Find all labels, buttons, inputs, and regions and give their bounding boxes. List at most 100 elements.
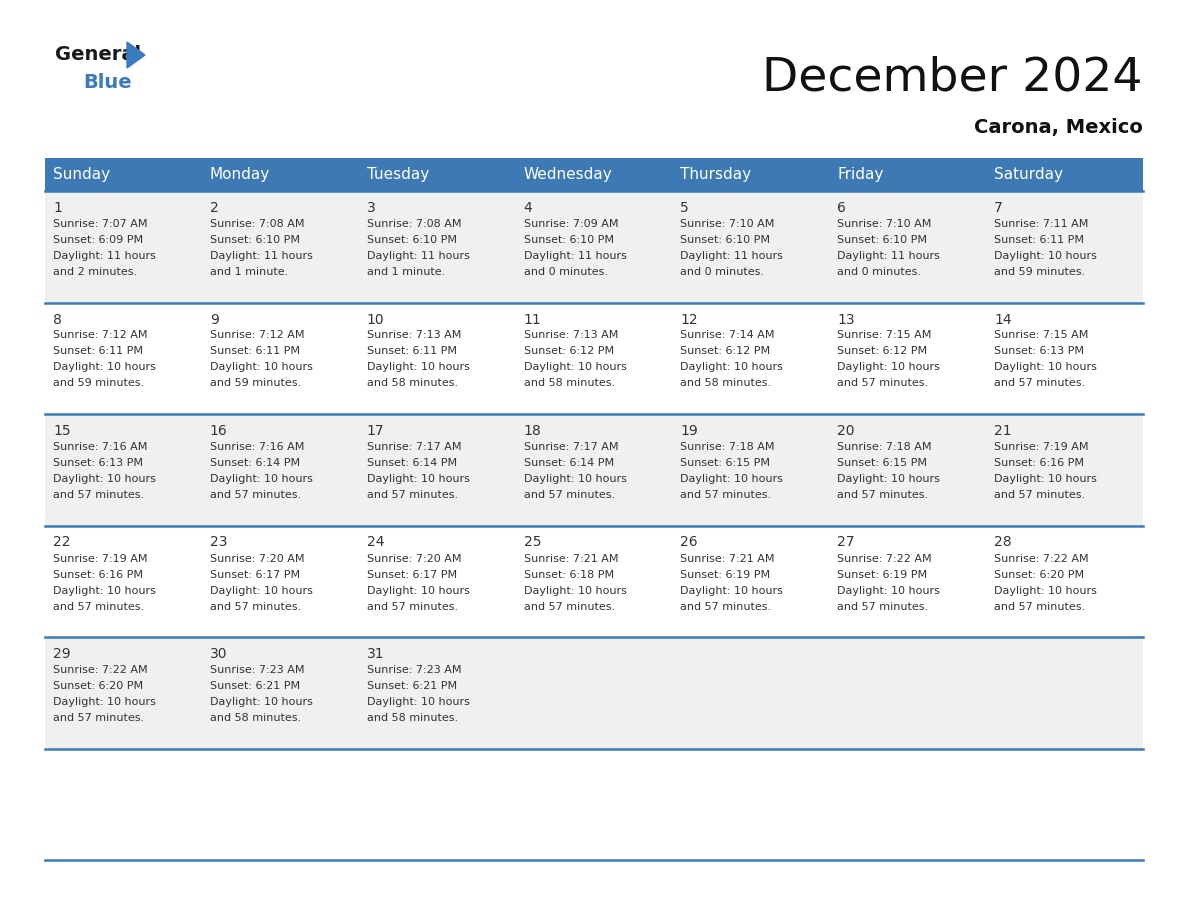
Text: 29: 29 bbox=[53, 647, 70, 661]
Text: and 2 minutes.: and 2 minutes. bbox=[53, 267, 137, 277]
Text: Daylight: 10 hours: Daylight: 10 hours bbox=[681, 474, 783, 484]
Text: Daylight: 11 hours: Daylight: 11 hours bbox=[524, 251, 626, 261]
Text: Daylight: 10 hours: Daylight: 10 hours bbox=[53, 697, 156, 707]
Text: and 57 minutes.: and 57 minutes. bbox=[994, 490, 1086, 500]
Text: 6: 6 bbox=[838, 201, 846, 215]
Bar bbox=[45, 637, 202, 748]
Text: Daylight: 10 hours: Daylight: 10 hours bbox=[210, 474, 312, 484]
Bar bbox=[516, 303, 672, 414]
Text: Sunrise: 7:20 AM: Sunrise: 7:20 AM bbox=[210, 554, 304, 564]
Text: and 59 minutes.: and 59 minutes. bbox=[210, 378, 301, 388]
Text: December 2024: December 2024 bbox=[763, 55, 1143, 100]
Text: Daylight: 10 hours: Daylight: 10 hours bbox=[838, 474, 940, 484]
Text: Sunrise: 7:17 AM: Sunrise: 7:17 AM bbox=[524, 442, 618, 452]
Text: Sunrise: 7:23 AM: Sunrise: 7:23 AM bbox=[210, 665, 304, 675]
Bar bbox=[202, 303, 359, 414]
Bar bbox=[829, 637, 986, 748]
Text: Daylight: 10 hours: Daylight: 10 hours bbox=[994, 474, 1097, 484]
Text: 19: 19 bbox=[681, 424, 699, 438]
Text: and 57 minutes.: and 57 minutes. bbox=[838, 490, 928, 500]
Text: Daylight: 10 hours: Daylight: 10 hours bbox=[53, 474, 156, 484]
Text: Sunrise: 7:15 AM: Sunrise: 7:15 AM bbox=[838, 330, 931, 341]
Text: 15: 15 bbox=[53, 424, 70, 438]
Text: Sunrise: 7:17 AM: Sunrise: 7:17 AM bbox=[367, 442, 461, 452]
Text: Daylight: 10 hours: Daylight: 10 hours bbox=[53, 363, 156, 373]
Text: Sunday: Sunday bbox=[53, 167, 110, 182]
Polygon shape bbox=[127, 42, 145, 68]
Text: Sunrise: 7:16 AM: Sunrise: 7:16 AM bbox=[53, 442, 147, 452]
Text: Sunset: 6:11 PM: Sunset: 6:11 PM bbox=[367, 346, 456, 356]
Text: Sunset: 6:16 PM: Sunset: 6:16 PM bbox=[994, 458, 1085, 468]
Text: Sunrise: 7:10 AM: Sunrise: 7:10 AM bbox=[681, 219, 775, 229]
Text: and 57 minutes.: and 57 minutes. bbox=[210, 601, 301, 611]
Text: and 1 minute.: and 1 minute. bbox=[367, 267, 446, 277]
Bar bbox=[986, 191, 1143, 303]
Text: Sunrise: 7:08 AM: Sunrise: 7:08 AM bbox=[210, 219, 304, 229]
Text: and 57 minutes.: and 57 minutes. bbox=[53, 490, 144, 500]
Text: Sunrise: 7:23 AM: Sunrise: 7:23 AM bbox=[367, 665, 461, 675]
Text: Sunrise: 7:09 AM: Sunrise: 7:09 AM bbox=[524, 219, 618, 229]
Text: and 57 minutes.: and 57 minutes. bbox=[367, 490, 457, 500]
Bar bbox=[516, 158, 672, 191]
Text: Daylight: 10 hours: Daylight: 10 hours bbox=[524, 474, 626, 484]
Bar bbox=[672, 525, 829, 637]
Text: Daylight: 11 hours: Daylight: 11 hours bbox=[367, 251, 469, 261]
Text: Sunrise: 7:12 AM: Sunrise: 7:12 AM bbox=[53, 330, 147, 341]
Bar bbox=[202, 748, 359, 860]
Text: Sunrise: 7:11 AM: Sunrise: 7:11 AM bbox=[994, 219, 1088, 229]
Text: Sunset: 6:21 PM: Sunset: 6:21 PM bbox=[367, 681, 457, 691]
Text: 26: 26 bbox=[681, 535, 699, 550]
Bar bbox=[829, 191, 986, 303]
Text: 22: 22 bbox=[53, 535, 70, 550]
Bar bbox=[202, 414, 359, 525]
Text: Sunset: 6:13 PM: Sunset: 6:13 PM bbox=[994, 346, 1085, 356]
Text: and 58 minutes.: and 58 minutes. bbox=[681, 378, 771, 388]
Text: Sunrise: 7:18 AM: Sunrise: 7:18 AM bbox=[681, 442, 775, 452]
Text: and 57 minutes.: and 57 minutes. bbox=[53, 713, 144, 723]
Text: Thursday: Thursday bbox=[681, 167, 752, 182]
Bar bbox=[516, 637, 672, 748]
Text: Sunset: 6:10 PM: Sunset: 6:10 PM bbox=[210, 235, 299, 245]
Text: Daylight: 10 hours: Daylight: 10 hours bbox=[524, 363, 626, 373]
Bar bbox=[672, 191, 829, 303]
Text: 3: 3 bbox=[367, 201, 375, 215]
Text: Daylight: 10 hours: Daylight: 10 hours bbox=[681, 363, 783, 373]
Text: 16: 16 bbox=[210, 424, 228, 438]
Bar bbox=[45, 748, 202, 860]
Text: Daylight: 11 hours: Daylight: 11 hours bbox=[838, 251, 940, 261]
Bar bbox=[829, 525, 986, 637]
Text: Daylight: 10 hours: Daylight: 10 hours bbox=[210, 697, 312, 707]
Text: Sunset: 6:14 PM: Sunset: 6:14 PM bbox=[210, 458, 301, 468]
Bar bbox=[986, 414, 1143, 525]
Text: Daylight: 10 hours: Daylight: 10 hours bbox=[53, 586, 156, 596]
Text: Sunrise: 7:14 AM: Sunrise: 7:14 AM bbox=[681, 330, 775, 341]
Text: Daylight: 10 hours: Daylight: 10 hours bbox=[838, 363, 940, 373]
Text: and 1 minute.: and 1 minute. bbox=[210, 267, 289, 277]
Text: Carona, Mexico: Carona, Mexico bbox=[974, 118, 1143, 138]
Bar bbox=[829, 158, 986, 191]
Text: Sunset: 6:12 PM: Sunset: 6:12 PM bbox=[838, 346, 928, 356]
Bar bbox=[359, 303, 516, 414]
Text: 8: 8 bbox=[53, 312, 62, 327]
Text: Daylight: 10 hours: Daylight: 10 hours bbox=[367, 697, 469, 707]
Text: 24: 24 bbox=[367, 535, 384, 550]
Text: Sunrise: 7:15 AM: Sunrise: 7:15 AM bbox=[994, 330, 1088, 341]
Text: 25: 25 bbox=[524, 535, 541, 550]
Bar bbox=[986, 303, 1143, 414]
Text: Sunrise: 7:19 AM: Sunrise: 7:19 AM bbox=[53, 554, 147, 564]
Text: 17: 17 bbox=[367, 424, 385, 438]
Text: Daylight: 10 hours: Daylight: 10 hours bbox=[524, 586, 626, 596]
Bar bbox=[516, 191, 672, 303]
Text: 31: 31 bbox=[367, 647, 385, 661]
Bar bbox=[202, 158, 359, 191]
Text: 7: 7 bbox=[994, 201, 1003, 215]
Text: Sunset: 6:10 PM: Sunset: 6:10 PM bbox=[367, 235, 456, 245]
Text: Sunrise: 7:10 AM: Sunrise: 7:10 AM bbox=[838, 219, 931, 229]
Bar bbox=[359, 158, 516, 191]
Bar bbox=[986, 525, 1143, 637]
Bar bbox=[202, 525, 359, 637]
Text: Sunset: 6:11 PM: Sunset: 6:11 PM bbox=[53, 346, 143, 356]
Text: Sunset: 6:15 PM: Sunset: 6:15 PM bbox=[681, 458, 771, 468]
Text: Sunrise: 7:21 AM: Sunrise: 7:21 AM bbox=[524, 554, 618, 564]
Text: and 57 minutes.: and 57 minutes. bbox=[524, 490, 614, 500]
